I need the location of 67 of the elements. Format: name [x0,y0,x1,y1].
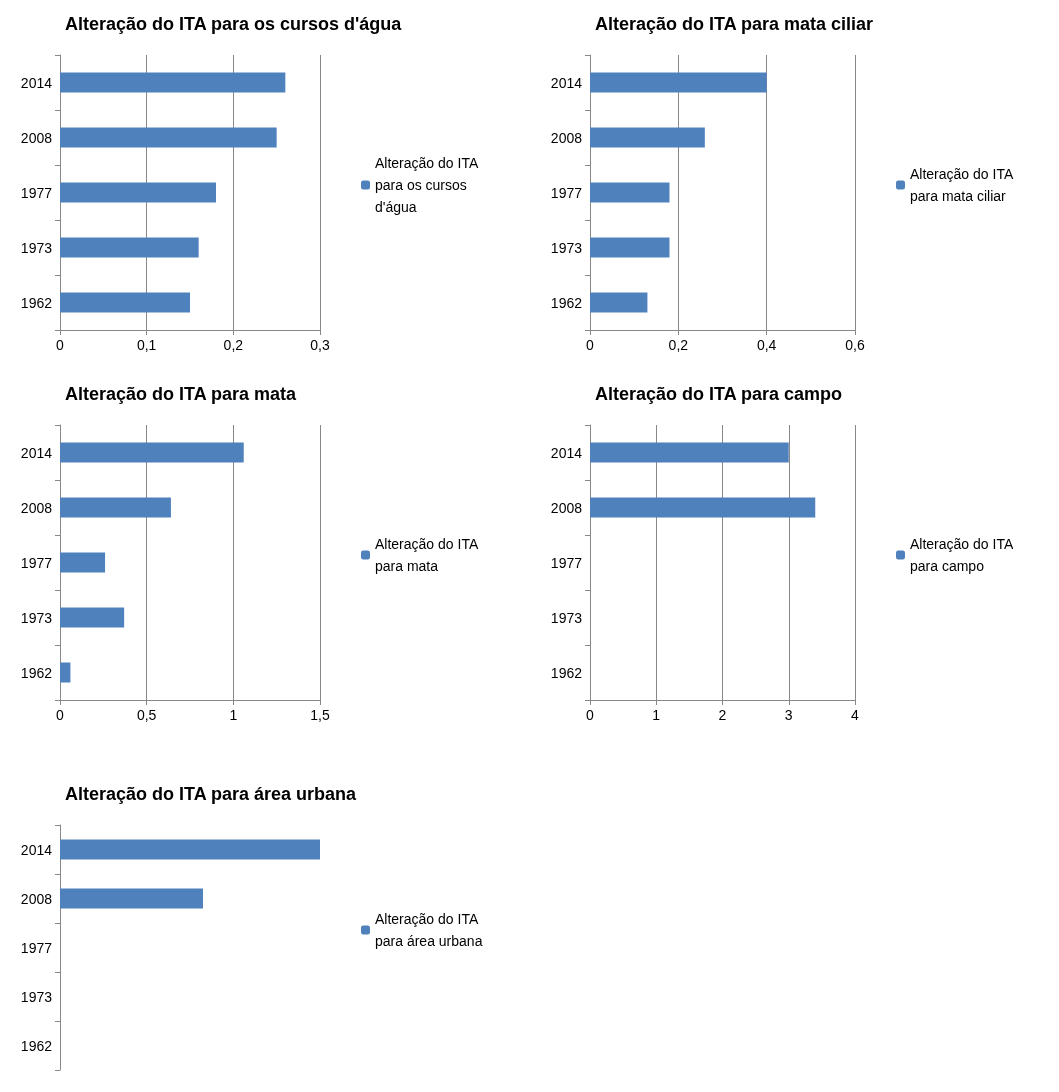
y-tick-label: 1973 [20,239,53,256]
y-tick-label: 2014 [550,444,583,461]
bar [60,127,277,148]
bar [60,292,190,313]
y-tick-label: 1962 [550,664,583,681]
bar [60,182,216,203]
y-tick-label: 1977 [550,184,583,201]
x-tick-label: 0 [56,337,65,353]
x-tick-label: 3 [784,707,793,723]
bar [590,182,670,203]
x-tick-label: 1 [229,707,238,723]
y-tick-label: 2008 [20,499,53,516]
bar [590,237,670,258]
y-tick-label: 1973 [20,609,53,626]
chart-title: Alteração do ITA para área urbana [65,784,358,804]
bar [60,442,244,463]
bar [60,497,171,518]
x-tick-label: 2 [718,707,727,723]
x-tick-label: 0 [586,337,595,353]
x-tick-label: 0,2 [668,337,689,353]
y-tick-label: 1973 [550,239,583,256]
legend-label: Alteração do ITA para os cursos d'água [375,155,482,215]
x-tick-label: 1 [652,707,661,723]
y-tick-label: 1977 [20,554,53,571]
bar [60,607,125,628]
y-tick-label: 1977 [550,554,583,571]
y-tick-label: 2008 [20,890,53,907]
x-tick-label: 0,4 [756,337,777,353]
chart-title: Alteração do ITA para mata [65,384,298,404]
y-tick-label: 1962 [20,664,53,681]
x-tick-label: 0,1 [136,337,157,353]
x-tick-label: 0 [586,707,595,723]
y-tick-label: 1973 [550,609,583,626]
bar [590,127,705,148]
x-tick-label: 0,5 [136,707,157,723]
y-tick-label: 2008 [20,129,53,146]
x-tick-label: 4 [851,707,860,723]
y-tick-label: 1973 [20,988,53,1005]
legend-label: Alteração do ITA para mata ciliar [910,166,1017,204]
y-tick-label: 2014 [20,444,53,461]
bar [60,72,286,93]
y-tick-label: 1977 [20,184,53,201]
y-tick-label: 1962 [550,294,583,311]
y-tick-label: 2008 [550,129,583,146]
y-tick-label: 1962 [20,1037,53,1054]
x-tick-label: 1,5 [310,707,330,723]
bar [60,237,199,258]
y-tick-label: 2014 [550,74,583,91]
bar [590,292,648,313]
legend-label: Alteração do ITA para campo [910,536,1017,574]
legend-label: Alteração do ITA para área urbana [375,911,483,949]
chart-title: Alteração do ITA para os cursos d'água [65,14,403,34]
y-tick-label: 1962 [20,294,53,311]
x-tick-label: 0 [56,707,65,723]
y-tick-label: 2008 [550,499,583,516]
x-tick-label: 0,3 [310,337,330,353]
chart-title: Alteração do ITA para mata ciliar [595,14,874,34]
x-tick-label: 0,2 [223,337,244,353]
bar [60,662,71,683]
legend-label: Alteração do ITA para mata [375,536,482,574]
bar [590,72,767,93]
chart-title: Alteração do ITA para campo [595,384,843,404]
y-tick-label: 1977 [20,939,53,956]
x-tick-label: 0,6 [845,337,865,353]
y-tick-label: 2014 [20,74,53,91]
y-tick-label: 2014 [20,841,53,858]
bar [60,552,106,573]
